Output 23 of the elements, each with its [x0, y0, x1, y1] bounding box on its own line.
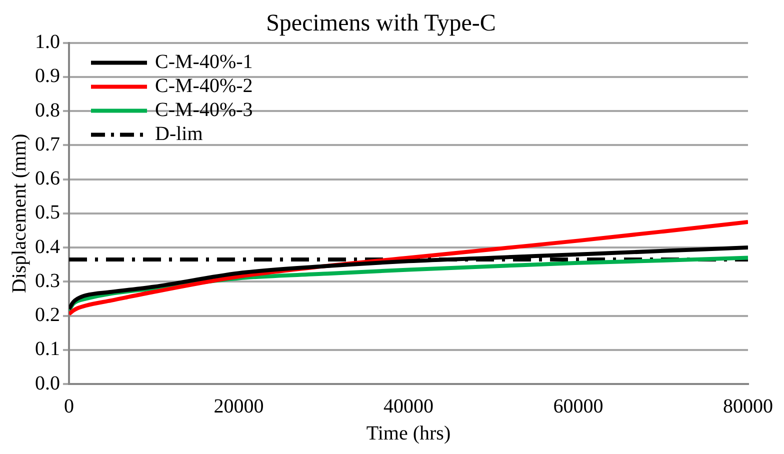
y-tick-label: 0.3 [35, 270, 60, 292]
x-tick-label: 40000 [384, 395, 434, 418]
y-tick-label: 0.1 [35, 338, 60, 360]
y-tick-label: 0.0 [35, 372, 60, 394]
y-tick-label: 0.9 [35, 65, 60, 88]
y-tick-label: 0.5 [35, 202, 60, 224]
x-axis-title: Time (hrs) [366, 422, 451, 444]
y-axis-title: Displacement (mm) [8, 134, 30, 294]
y-tick-label: 0.4 [35, 236, 60, 258]
legend-label: C-M-40%-3 [155, 99, 253, 122]
x-tick-label: 80000 [723, 395, 773, 418]
y-tick-label: 0.2 [35, 304, 60, 326]
legend-label: D-lim [155, 123, 204, 146]
legend-label: C-M-40%-2 [155, 75, 253, 98]
y-tick-label: 0.6 [35, 168, 60, 190]
y-tick-label: 0.8 [35, 99, 60, 122]
y-tick-label: 1.0 [35, 31, 60, 54]
x-tick-label: 0 [64, 395, 74, 418]
x-tick-label: 60000 [553, 395, 604, 418]
y-tick-label: 0.7 [35, 133, 60, 156]
x-tick-label: 20000 [214, 395, 264, 418]
legend-label: C-M-40%-1 [155, 51, 253, 74]
chart-title: Specimens with Type-C [266, 10, 496, 37]
